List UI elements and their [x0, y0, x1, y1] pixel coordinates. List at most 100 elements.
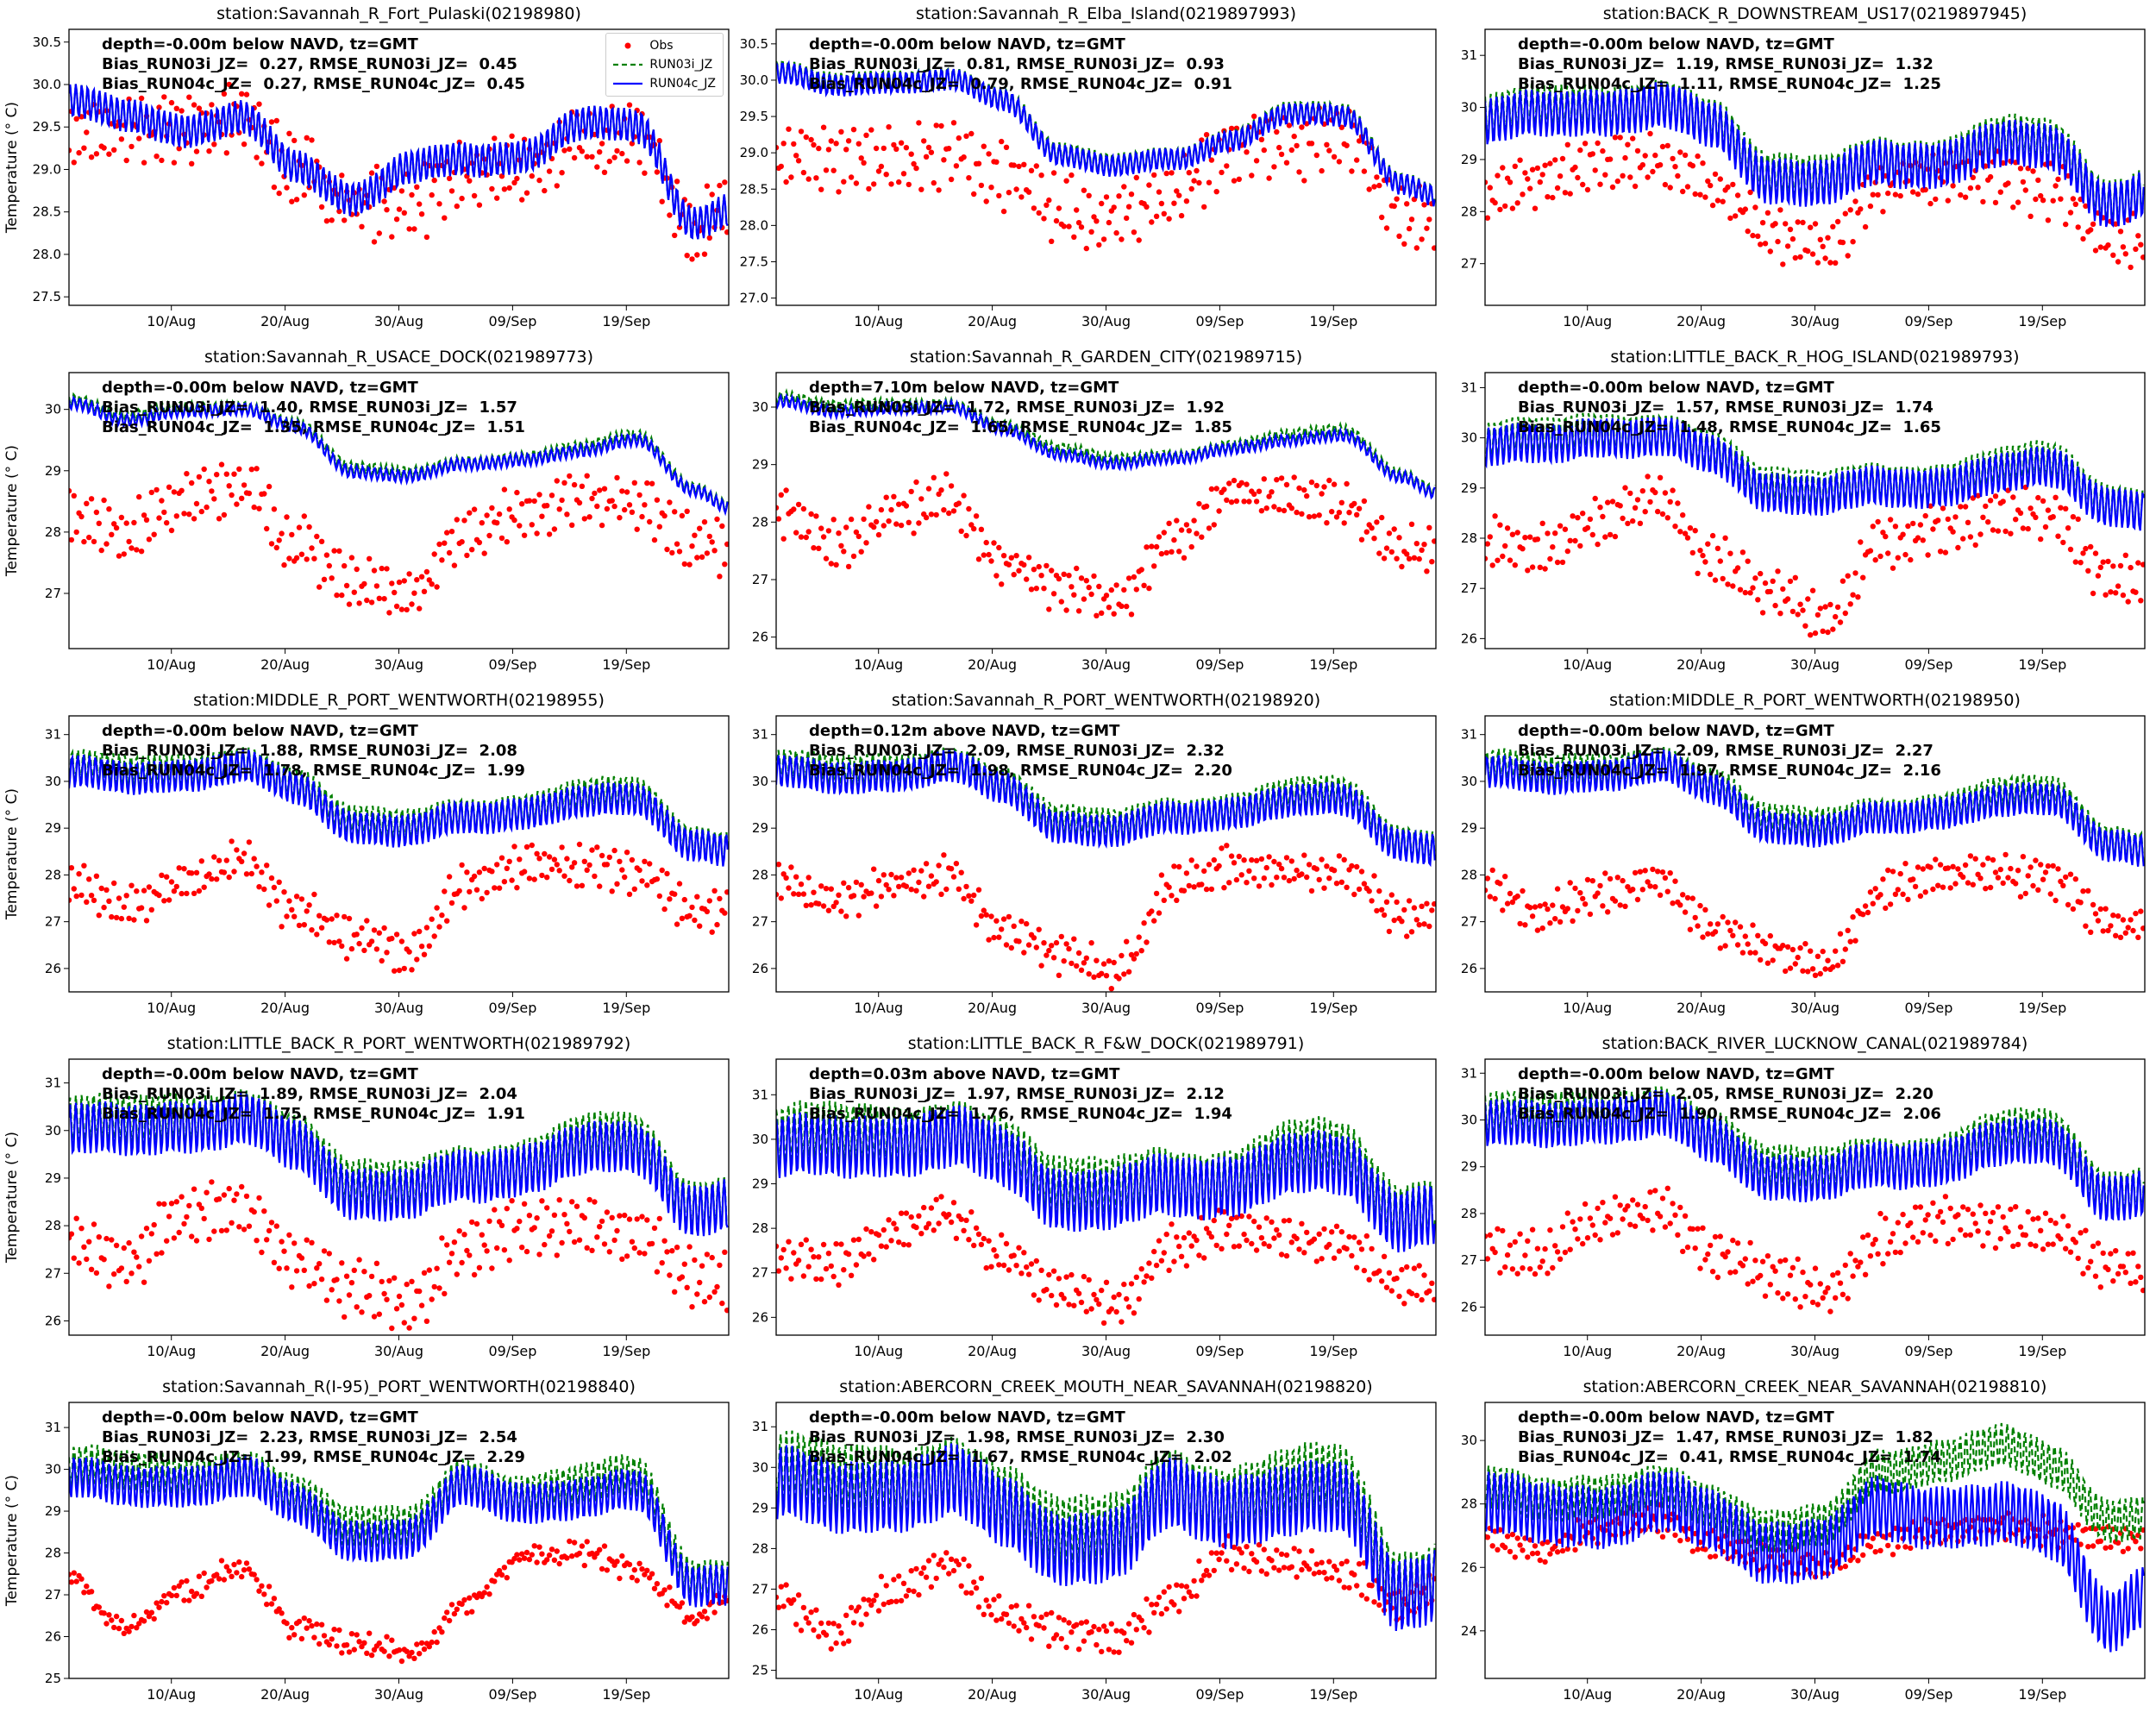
obs-point	[531, 876, 537, 882]
obs-point	[823, 555, 830, 561]
obs-point	[722, 1249, 728, 1255]
plot-area: 10/Aug 20/Aug 30/Aug 09/Sep 19/Sep2627282930…	[1461, 715, 2146, 1016]
y-tick-label: 26	[752, 961, 768, 976]
obs-point	[686, 561, 693, 568]
obs-point	[617, 515, 623, 521]
obs-point	[776, 505, 780, 511]
obs-point	[1545, 530, 1551, 536]
obs-point	[118, 1265, 125, 1271]
obs-point	[594, 844, 600, 850]
obs-point	[941, 852, 947, 858]
obs-point	[863, 132, 869, 138]
obs-point	[1031, 205, 1037, 211]
obs-point	[1595, 890, 1601, 896]
obs-point	[916, 879, 922, 886]
obs-point	[1181, 1596, 1188, 1602]
obs-point	[1341, 856, 1347, 862]
obs-point	[2058, 505, 2064, 511]
obs-point	[611, 1237, 617, 1244]
obs-point	[1283, 1252, 1290, 1259]
obs-point	[896, 1239, 902, 1245]
obs-point	[1667, 185, 1673, 191]
obs-point	[999, 138, 1005, 145]
obs-point	[1485, 215, 1491, 221]
obs-point	[1131, 956, 1138, 962]
obs-point	[1662, 490, 1669, 496]
obs-point	[993, 1253, 1000, 1259]
obs-point	[724, 1308, 729, 1314]
obs-point	[1016, 938, 1022, 944]
obs-point	[2033, 196, 2039, 203]
obs-point	[494, 520, 500, 526]
obs-point	[1900, 1211, 1906, 1218]
obs-point	[1883, 1215, 1889, 1221]
obs-point	[1609, 1232, 1616, 1238]
obs-point	[567, 1538, 573, 1545]
obs-point	[1249, 1240, 1255, 1247]
obs-point	[423, 234, 430, 241]
obs-point	[209, 1578, 215, 1584]
obs-point	[1800, 1269, 1806, 1276]
obs-point	[1124, 603, 1130, 610]
obs-point	[1980, 514, 1986, 520]
obs-point	[1572, 1546, 1578, 1553]
obs-point	[836, 189, 842, 195]
obs-point	[246, 1566, 253, 1572]
obs-point	[1346, 1233, 1352, 1240]
obs-point	[1196, 1558, 1202, 1565]
obs-point	[1722, 943, 1728, 949]
obs-point	[626, 502, 633, 508]
obs-point	[1575, 515, 1581, 521]
annotation-depth: depth=-0.00m below NAVD, tz=GMT	[809, 1408, 1125, 1427]
obs-point	[1108, 986, 1114, 992]
obs-point	[342, 217, 348, 223]
obs-point	[903, 1593, 910, 1599]
obs-point	[501, 1247, 508, 1253]
obs-point	[2038, 536, 2044, 543]
obs-point	[1186, 1230, 1192, 1236]
obs-point	[1288, 505, 1294, 511]
obs-point	[1301, 486, 1307, 493]
obs-point	[975, 1604, 982, 1610]
obs-point	[973, 1225, 980, 1231]
obs-point	[1326, 477, 1332, 484]
obs-point	[1842, 1262, 1848, 1269]
obs-point	[2063, 874, 2069, 881]
obs-point	[128, 882, 135, 888]
obs-point	[1837, 1280, 1844, 1286]
obs-point	[1834, 1270, 1841, 1276]
obs-point	[561, 1212, 567, 1218]
obs-point	[1830, 964, 1836, 970]
obs-point	[1572, 885, 1578, 892]
obs-point	[317, 913, 323, 919]
subplot-title: station:BACK_R_DOWNSTREAM_US17(021989794…	[1602, 4, 2028, 23]
obs-point	[1286, 1217, 1293, 1224]
obs-point	[1308, 1547, 1315, 1554]
obs-point	[2095, 573, 2102, 579]
obs-point	[1767, 1282, 1773, 1288]
obs-point	[581, 858, 587, 864]
obs-point	[861, 160, 867, 166]
obs-point	[1495, 1546, 1501, 1552]
annotation-depth: depth=-0.00m below NAVD, tz=GMT	[1518, 722, 1834, 740]
obs-point	[1675, 1232, 1681, 1238]
obs-point	[1652, 489, 1658, 496]
obs-point	[1096, 242, 1102, 248]
obs-point	[2055, 533, 2061, 539]
obs-point	[836, 1282, 842, 1288]
obs-point	[1517, 1542, 1523, 1548]
obs-point	[931, 179, 937, 186]
obs-point	[2075, 1521, 2081, 1528]
obs-point	[317, 1640, 323, 1647]
obs-point	[1752, 575, 1758, 581]
obs-point	[1408, 521, 1415, 527]
obs-point	[2038, 192, 2044, 199]
obs-point	[1311, 1236, 1318, 1242]
obs-point	[1253, 857, 1260, 863]
obs-point	[981, 907, 987, 913]
obs-point	[166, 1214, 172, 1220]
obs-point	[871, 181, 877, 187]
obs-point	[184, 471, 190, 477]
obs-point	[221, 1192, 228, 1198]
y-tick-label: 31	[1461, 47, 1477, 63]
